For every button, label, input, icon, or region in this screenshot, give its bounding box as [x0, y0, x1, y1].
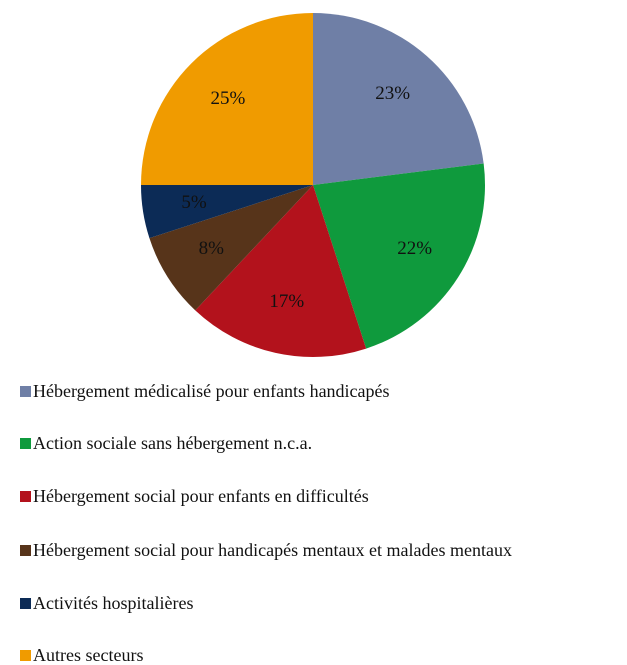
- pie-slice: [313, 163, 486, 349]
- pie-slice: [313, 13, 484, 185]
- pie-slice: [195, 185, 367, 357]
- legend-label: Autres secteurs: [33, 645, 144, 665]
- pie-slice: [141, 185, 313, 239]
- legend-item: Action sociale sans hébergement n.c.a.: [20, 434, 620, 452]
- legend-swatch: [20, 491, 31, 502]
- pie-slice: [149, 185, 313, 311]
- data-label: 5%: [181, 192, 207, 213]
- legend-item: Autres secteurs: [20, 646, 620, 664]
- legend-label: Hébergement médicalisé pour enfants hand…: [33, 381, 390, 401]
- data-label: 25%: [210, 88, 245, 109]
- data-label: 23%: [375, 83, 410, 104]
- chart: 23% 22% 17% 8% 5% 25%: [141, 13, 486, 357]
- legend-item: Activités hospitalières: [20, 594, 620, 612]
- legend-item: Hébergement social pour enfants en diffi…: [20, 487, 620, 505]
- data-label: 22%: [397, 238, 432, 259]
- legend-swatch: [20, 438, 31, 449]
- legend-item: Hébergement médicalisé pour enfants hand…: [20, 382, 620, 400]
- legend-swatch: [20, 598, 31, 609]
- legend-swatch: [20, 650, 31, 661]
- legend-label: Hébergement social pour enfants en diffi…: [33, 486, 369, 506]
- legend-label: Action sociale sans hébergement n.c.a.: [33, 433, 313, 453]
- legend-swatch: [20, 386, 31, 397]
- legend-label: Hébergement social pour handicapés menta…: [33, 540, 512, 560]
- pie-slice: [141, 13, 313, 185]
- legend-swatch: [20, 545, 31, 556]
- data-label: 8%: [199, 238, 225, 259]
- data-label: 17%: [269, 291, 304, 312]
- legend-label: Activités hospitalières: [33, 593, 194, 613]
- legend-item: Hébergement social pour handicapés menta…: [20, 541, 620, 559]
